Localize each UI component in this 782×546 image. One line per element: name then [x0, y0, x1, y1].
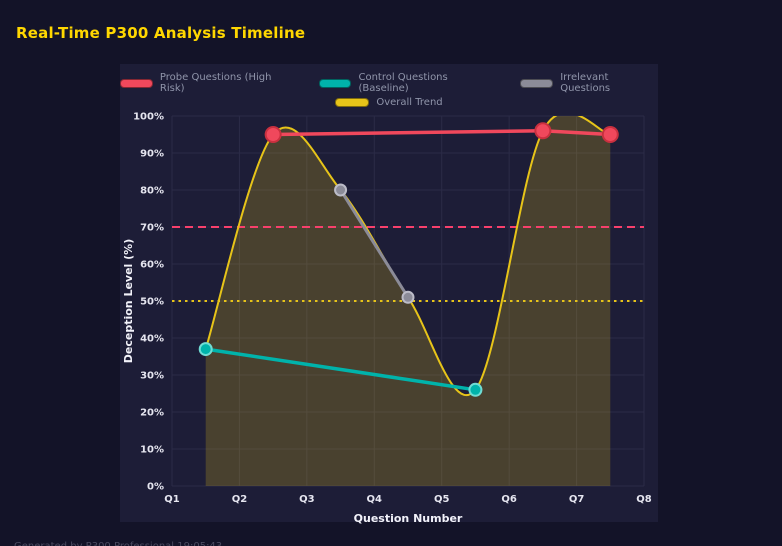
x-tick-label: Q3	[299, 494, 315, 505]
x-tick-label: Q6	[501, 494, 517, 505]
y-tick-label: 0%	[147, 482, 164, 493]
x-tick-label: Q8	[636, 494, 652, 505]
y-tick-label: 80%	[140, 186, 164, 197]
legend-row-1: Probe Questions (High Risk) Control Ques…	[120, 72, 658, 94]
x-tick-label: Q1	[164, 494, 180, 505]
x-axis-title: Question Number	[354, 512, 463, 525]
y-tick-label: 50%	[140, 297, 164, 308]
irrelevant-point[interactable]	[334, 183, 348, 197]
control-point[interactable]	[198, 342, 213, 357]
x-tick-label: Q4	[367, 494, 383, 505]
footer-note: Generated by P300 Professional 19:05:43	[14, 541, 222, 546]
y-tick-label: 10%	[140, 445, 164, 456]
control-legend-label: Control Questions (Baseline)	[358, 72, 448, 94]
irrelevant-line	[339, 188, 410, 299]
control-point[interactable]	[468, 382, 483, 397]
control-line	[203, 347, 478, 392]
legend-item-control[interactable]: Control Questions (Baseline)	[318, 72, 497, 94]
y-tick-label: 30%	[140, 371, 164, 382]
x-tick-label: Q2	[232, 494, 248, 505]
y-tick-label: 40%	[140, 334, 164, 345]
y-tick-label: 60%	[140, 260, 164, 271]
irrelevant-legend-swatch	[520, 78, 554, 88]
timeline-chart: Q1 Q2 Q3 Q4 Q5 Q6 Q7 Q8 0% 10% 20% 30% 40% 50% 60% 70% 8…	[122, 112, 652, 526]
y-tick-label: 90%	[140, 149, 164, 160]
trend-legend-swatch	[335, 98, 370, 107]
probe-legend-label: Probe Questions (High Risk)	[159, 72, 272, 94]
y-axis-title: Deception Level (%)	[122, 239, 135, 363]
irrelevant-legend-label: Irrelevant Questions	[560, 72, 611, 94]
chart-legend: Probe Questions (High Risk) Control Ques…	[120, 64, 658, 108]
y-tick-label: 70%	[140, 223, 164, 234]
legend-item-irrelevant[interactable]: Irrelevant Questions	[520, 72, 658, 94]
y-tick-label: 100%	[133, 112, 164, 123]
trend-legend-label: Overall Trend	[376, 97, 443, 108]
probe-legend-swatch	[120, 78, 153, 88]
probe-point[interactable]	[601, 126, 619, 143]
x-tick-label: Q7	[569, 494, 585, 505]
irrelevant-point[interactable]	[401, 290, 415, 304]
legend-item-trend[interactable]: Overall Trend	[335, 97, 443, 108]
probe-point[interactable]	[534, 122, 552, 140]
x-tick-label: Q5	[434, 494, 450, 505]
y-tick-label: 20%	[140, 408, 164, 419]
control-legend-swatch	[318, 78, 352, 88]
probe-point[interactable]	[264, 126, 282, 143]
legend-item-probe[interactable]: Probe Questions (High Risk)	[120, 72, 295, 94]
page-title: Real-Time P300 Analysis Timeline	[16, 24, 306, 42]
chart-panel: Probe Questions (High Risk) Control Ques…	[120, 64, 658, 525]
legend-row-2: Overall Trend	[335, 97, 443, 108]
